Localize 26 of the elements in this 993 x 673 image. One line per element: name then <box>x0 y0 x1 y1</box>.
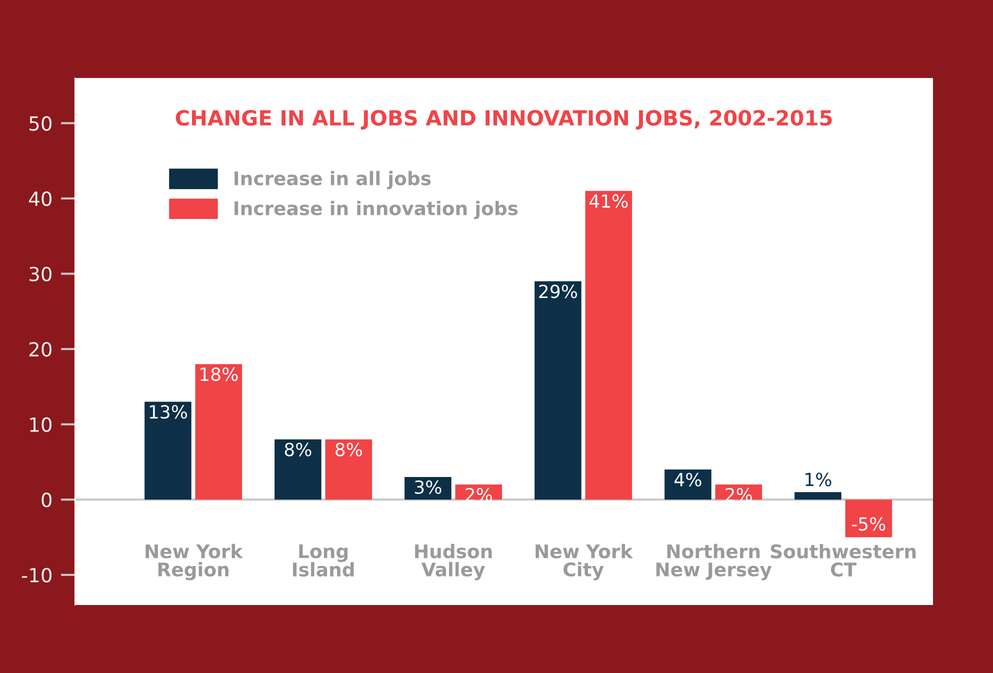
data-label: 13% <box>150 405 188 419</box>
x-tick-label: Southwestern CT <box>770 544 916 577</box>
data-label: 3% <box>415 480 442 494</box>
y-tick-label: 20 <box>29 342 52 357</box>
x-tick-label: New York Region <box>146 544 244 580</box>
x-tick-label: Northern New Jersey <box>656 544 772 580</box>
x-tick-label: Long Island <box>293 544 354 577</box>
data-label: -5% <box>852 517 886 531</box>
legend-label: Increase in innovation jobs <box>234 200 518 220</box>
data-label: 1% <box>806 472 832 486</box>
y-tick-label: 50 <box>30 116 52 131</box>
legend-label: Increase in all jobs <box>234 170 431 190</box>
y-tick-label: 10 <box>30 417 52 432</box>
data-label: 8% <box>284 442 312 456</box>
text: CHANGE IN ALL JOBS AND INNOVATION JOBS, 2002-2015 <box>176 110 832 130</box>
data-label: 8% <box>336 442 362 456</box>
data-label: 18% <box>200 367 238 382</box>
y-tick-label: -10 <box>22 568 52 583</box>
x-tick-label: Hudson Valley <box>415 544 492 580</box>
x-tick-label: New York City <box>536 544 634 580</box>
data-label: 29% <box>539 284 578 298</box>
data-label: 4% <box>674 472 702 486</box>
y-tick-label: 30 <box>30 266 52 282</box>
data-label: 41% <box>589 194 628 208</box>
y-tick-label: 0 <box>42 492 52 508</box>
y-tick-label: 40 <box>28 191 52 206</box>
